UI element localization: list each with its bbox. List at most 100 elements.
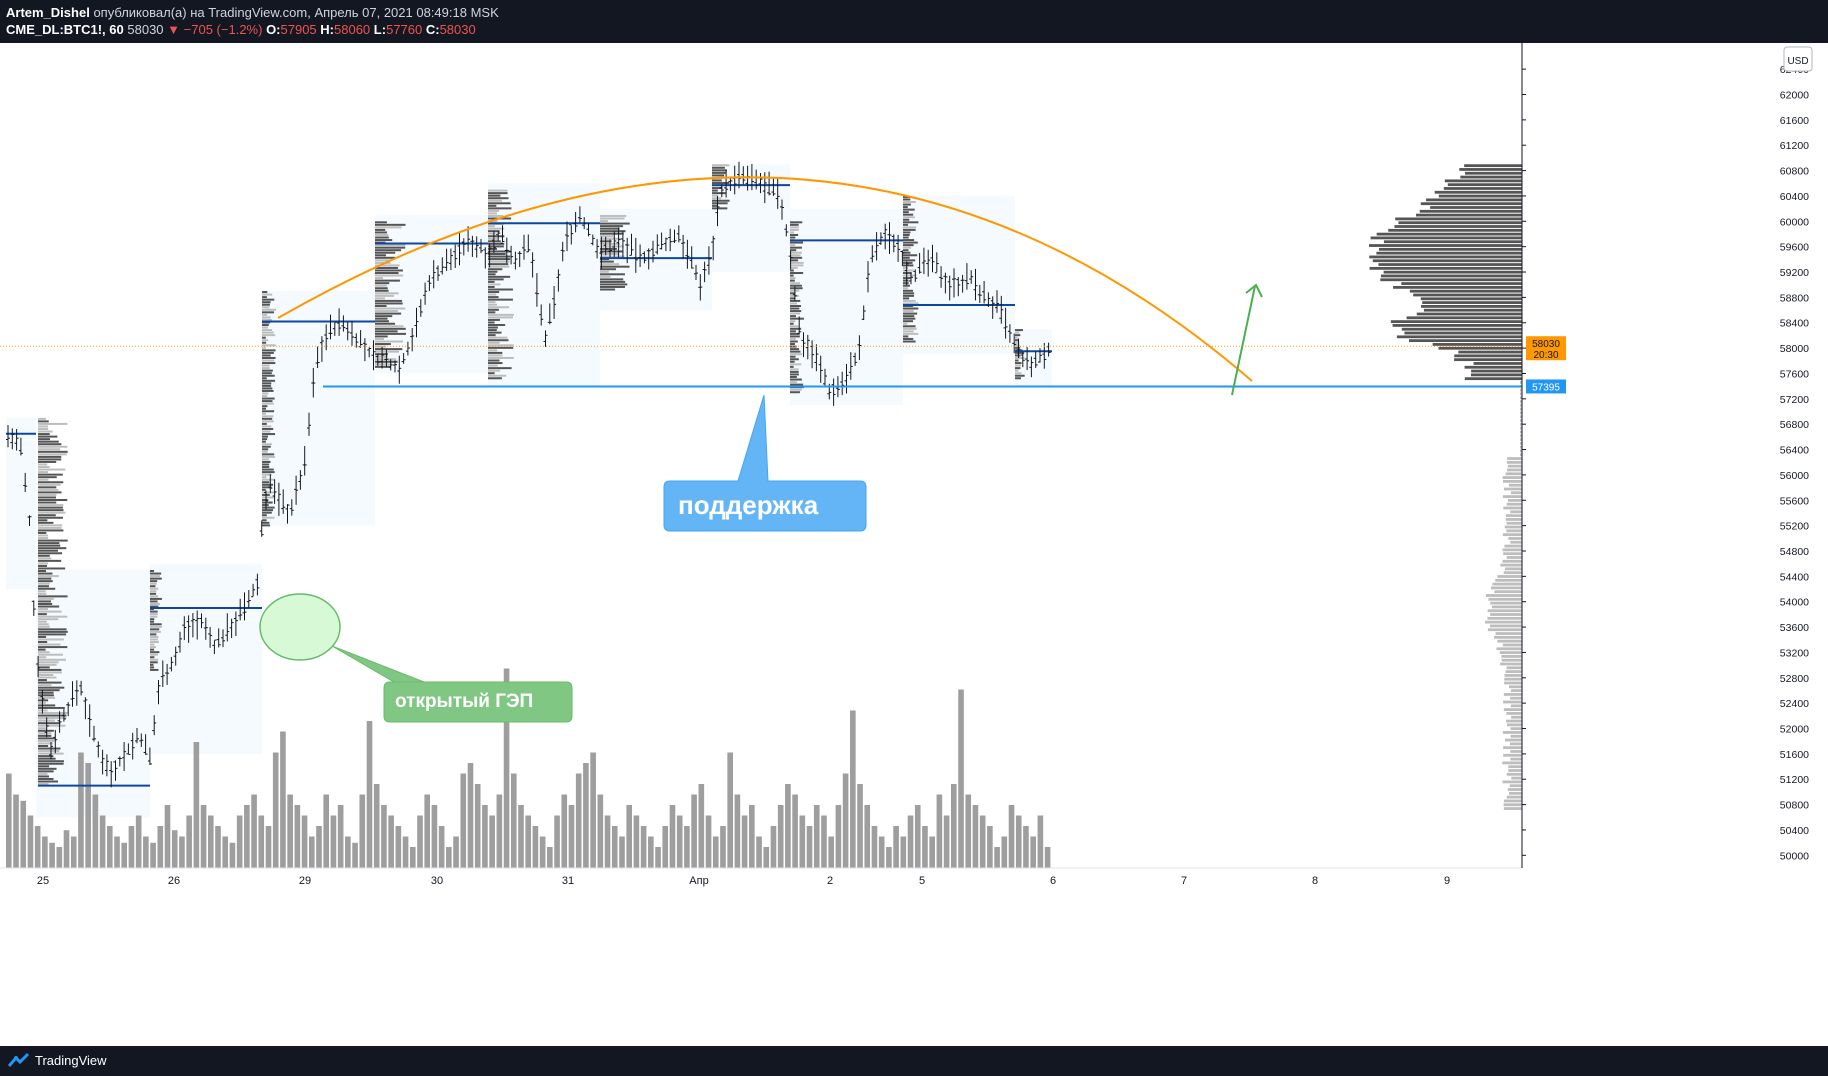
session-profile-row — [488, 303, 498, 306]
session-profile-row — [488, 311, 496, 314]
volume-bar — [907, 815, 914, 868]
right-profile-row — [1503, 700, 1522, 704]
volume-bar — [1015, 815, 1022, 868]
session-profile-row — [903, 287, 909, 290]
right-profile-row — [1495, 632, 1522, 635]
session-profile-row — [150, 615, 158, 618]
right-profile-row — [1420, 297, 1522, 301]
session-profile-row — [790, 365, 794, 368]
right-profile-row — [1504, 738, 1522, 742]
right-profile-row — [1422, 301, 1522, 304]
session-profile-row — [903, 254, 918, 257]
right-profile-row — [1505, 567, 1522, 571]
session-profile-row — [600, 237, 622, 240]
session-profile-row — [38, 686, 65, 689]
volume-bar — [965, 794, 972, 868]
session-profile-row — [790, 312, 800, 315]
volume-bar — [712, 836, 719, 868]
volume-bar — [27, 815, 34, 868]
session-profile-row — [38, 493, 57, 496]
session-profile-row — [488, 377, 502, 380]
open-value: 57905 — [280, 22, 317, 37]
session-profile-row — [150, 582, 157, 585]
session-profile-row — [150, 651, 160, 654]
session-profile-row — [38, 712, 68, 715]
right-profile-row — [1508, 769, 1522, 772]
session-profile-row — [375, 231, 387, 234]
footer-logo[interactable]: TradingView — [8, 1052, 107, 1068]
right-profile-row — [1520, 381, 1522, 384]
right-profile-row — [1443, 187, 1522, 190]
session-profile-row — [790, 294, 799, 297]
volume-bar — [287, 794, 293, 868]
right-profile-row — [1510, 540, 1522, 544]
session-profile-row — [262, 481, 270, 484]
right-profile-row — [1408, 339, 1522, 343]
right-profile-row — [1503, 506, 1522, 510]
session-profile-row — [790, 330, 796, 333]
session-profile-row — [375, 282, 390, 285]
session-profile-row — [903, 201, 916, 204]
session-profile-row — [375, 310, 398, 313]
session-profile-row — [712, 169, 727, 172]
session-profile-row — [790, 378, 802, 381]
y-tick-label: 56400 — [1780, 445, 1809, 457]
volume-bar — [619, 836, 625, 868]
session-profile-row — [38, 615, 68, 618]
volume-bar — [835, 805, 842, 868]
volume-bar — [409, 847, 416, 868]
session-profile-row — [1015, 372, 1022, 375]
session-profile-row — [600, 255, 625, 258]
footer-bar: TradingView — [0, 1046, 1828, 1076]
session-profile-row — [488, 197, 509, 200]
volume-bar — [381, 805, 387, 868]
session-profile-row — [903, 284, 910, 287]
session-profile-row — [38, 587, 56, 590]
session-profile-row — [262, 501, 273, 504]
session-profile-row — [903, 310, 914, 313]
session-profile-row — [150, 643, 155, 646]
volume-bar — [56, 847, 63, 868]
right-profile-row — [1503, 807, 1522, 810]
volume-bar — [864, 805, 871, 868]
right-profile-row — [1511, 689, 1522, 693]
drawings[interactable] — [0, 176, 1522, 661]
session-profile-row — [375, 307, 406, 310]
session-profile-row — [375, 353, 388, 356]
session-profile-row — [375, 226, 402, 229]
session-profile-row — [790, 348, 800, 351]
session-profile-row — [375, 332, 407, 335]
symbol-label[interactable]: CME_DL:BTC1!, 60 — [6, 22, 124, 37]
session-profile-row — [790, 231, 795, 234]
session-profile-row — [903, 239, 915, 242]
volume-bar — [561, 794, 568, 868]
price-chart[interactable]: 2526293031Апр2567891213 5000050400508005… — [0, 43, 1828, 1046]
session-profile-row — [262, 519, 267, 522]
y-tick-label: 55600 — [1780, 495, 1809, 507]
session-profile-row — [262, 311, 275, 314]
volume-bar — [489, 815, 495, 868]
currency-label: USD — [1787, 56, 1808, 67]
session-profile-row — [38, 425, 48, 428]
session-profile-row — [38, 486, 57, 489]
session-profile-row — [375, 287, 388, 290]
session-profile-row — [488, 225, 495, 228]
author-name[interactable]: Artem_Dishel — [6, 5, 90, 20]
session-range-3 — [262, 291, 375, 526]
session-profile-row — [38, 468, 66, 471]
session-profile-row — [600, 230, 626, 233]
session-profile-row — [38, 427, 49, 430]
session-profile-row — [903, 307, 919, 310]
volume-bar — [157, 826, 164, 868]
session-profile-row — [488, 313, 514, 316]
right-profile-row — [1504, 525, 1522, 529]
session-profile-row — [790, 355, 796, 358]
session-profile-row — [262, 504, 269, 507]
right-profile-row — [1520, 411, 1522, 415]
right-profile-row — [1506, 795, 1522, 799]
session-profile-row — [600, 275, 611, 278]
session-profile-row — [488, 318, 500, 321]
right-profile-row — [1520, 434, 1522, 438]
session-profile-row — [375, 312, 402, 315]
session-profile-row — [150, 575, 161, 578]
